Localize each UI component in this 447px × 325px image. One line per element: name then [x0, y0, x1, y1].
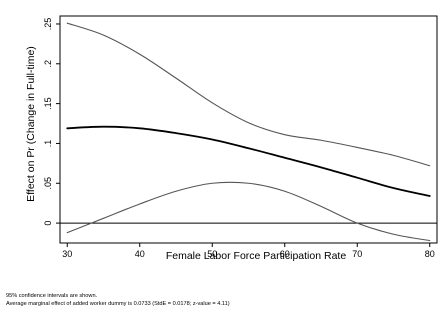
x-axis: 30 40 50 60 70 80: [62, 243, 435, 259]
y-tick-label: .15: [43, 97, 53, 110]
x-tick-label: 60: [280, 249, 290, 259]
estimate-line: [66, 125, 431, 197]
plot-border: [59, 15, 438, 244]
y-tick-label: 0: [43, 221, 53, 226]
series-layer: [66, 22, 431, 242]
note-average-marginal-effect: Average marginal effect of added worker …: [6, 301, 230, 307]
y-axis-title: Effect on Pr (Change in Full-time): [25, 46, 37, 202]
upper-ci-line: [66, 22, 431, 167]
plot-frame: [59, 15, 438, 244]
y-tick-label: .1: [43, 140, 53, 148]
y-tick-label: .05: [43, 177, 53, 190]
x-tick-label: 50: [207, 249, 217, 259]
y-tick-label: .2: [43, 60, 53, 68]
x-tick-label: 40: [135, 249, 145, 259]
y-tick-label: .25: [43, 18, 53, 31]
x-axis-title: Female Labor Force Participation Rate: [166, 250, 346, 262]
note-confidence-intervals: 95% confidence intervals are shown.: [6, 293, 98, 299]
x-tick-label: 70: [352, 249, 362, 259]
x-tick-label: 30: [62, 249, 72, 259]
x-tick-label: 80: [425, 249, 435, 259]
lower-ci-line: [66, 181, 431, 242]
y-axis: 0 .05 .1 .15 .2 .25: [43, 18, 60, 226]
